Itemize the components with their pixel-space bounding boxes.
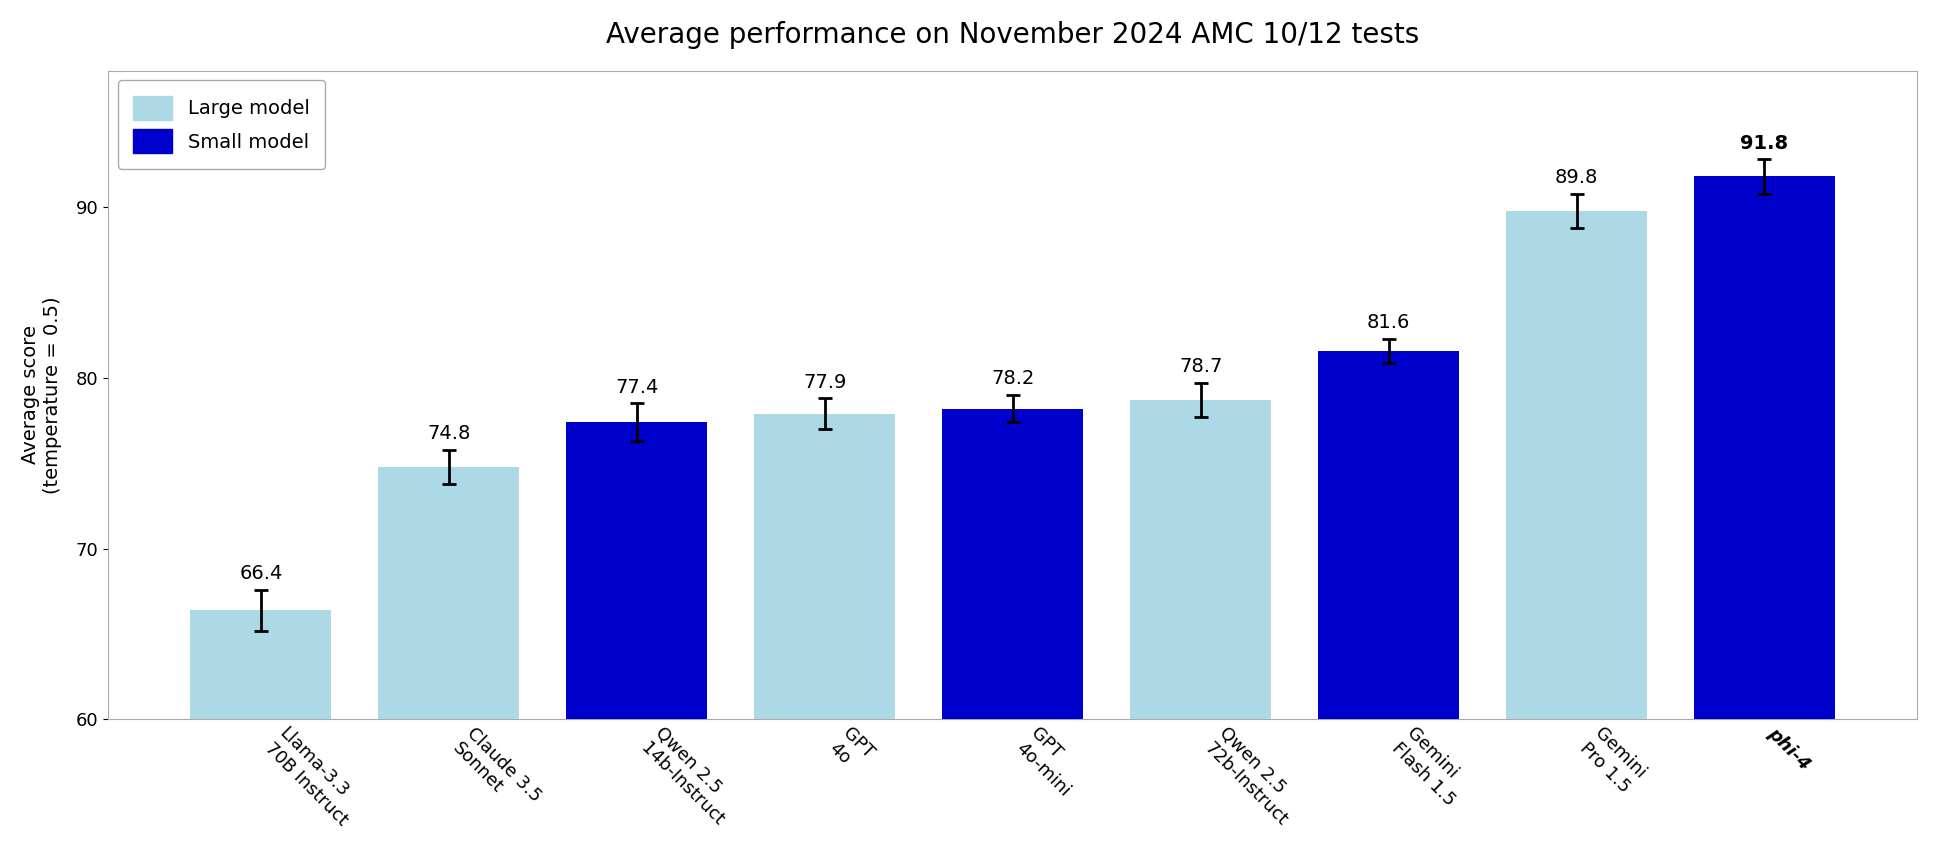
Text: 81.6: 81.6 — [1366, 313, 1411, 332]
Text: 77.9: 77.9 — [802, 372, 847, 392]
Bar — [1506, 211, 1647, 850]
Bar — [566, 422, 707, 850]
Text: 78.2: 78.2 — [990, 369, 1035, 388]
Bar — [378, 467, 519, 850]
Text: 91.8: 91.8 — [1740, 133, 1789, 152]
Bar — [190, 610, 331, 850]
Bar — [1130, 400, 1271, 850]
Bar — [942, 409, 1083, 850]
Bar — [754, 414, 895, 850]
Bar — [1318, 350, 1459, 850]
Y-axis label: Average score
(temperature = 0.5): Average score (temperature = 0.5) — [21, 296, 62, 494]
Text: 78.7: 78.7 — [1178, 357, 1223, 377]
Text: 77.4: 77.4 — [614, 377, 659, 397]
Text: 66.4: 66.4 — [238, 564, 283, 583]
Bar — [1694, 177, 1835, 850]
Text: 89.8: 89.8 — [1554, 167, 1599, 187]
Text: 74.8: 74.8 — [426, 424, 471, 443]
Title: Average performance on November 2024 AMC 10/12 tests: Average performance on November 2024 AMC… — [607, 21, 1419, 48]
Legend: Large model, Small model: Large model, Small model — [118, 81, 326, 168]
